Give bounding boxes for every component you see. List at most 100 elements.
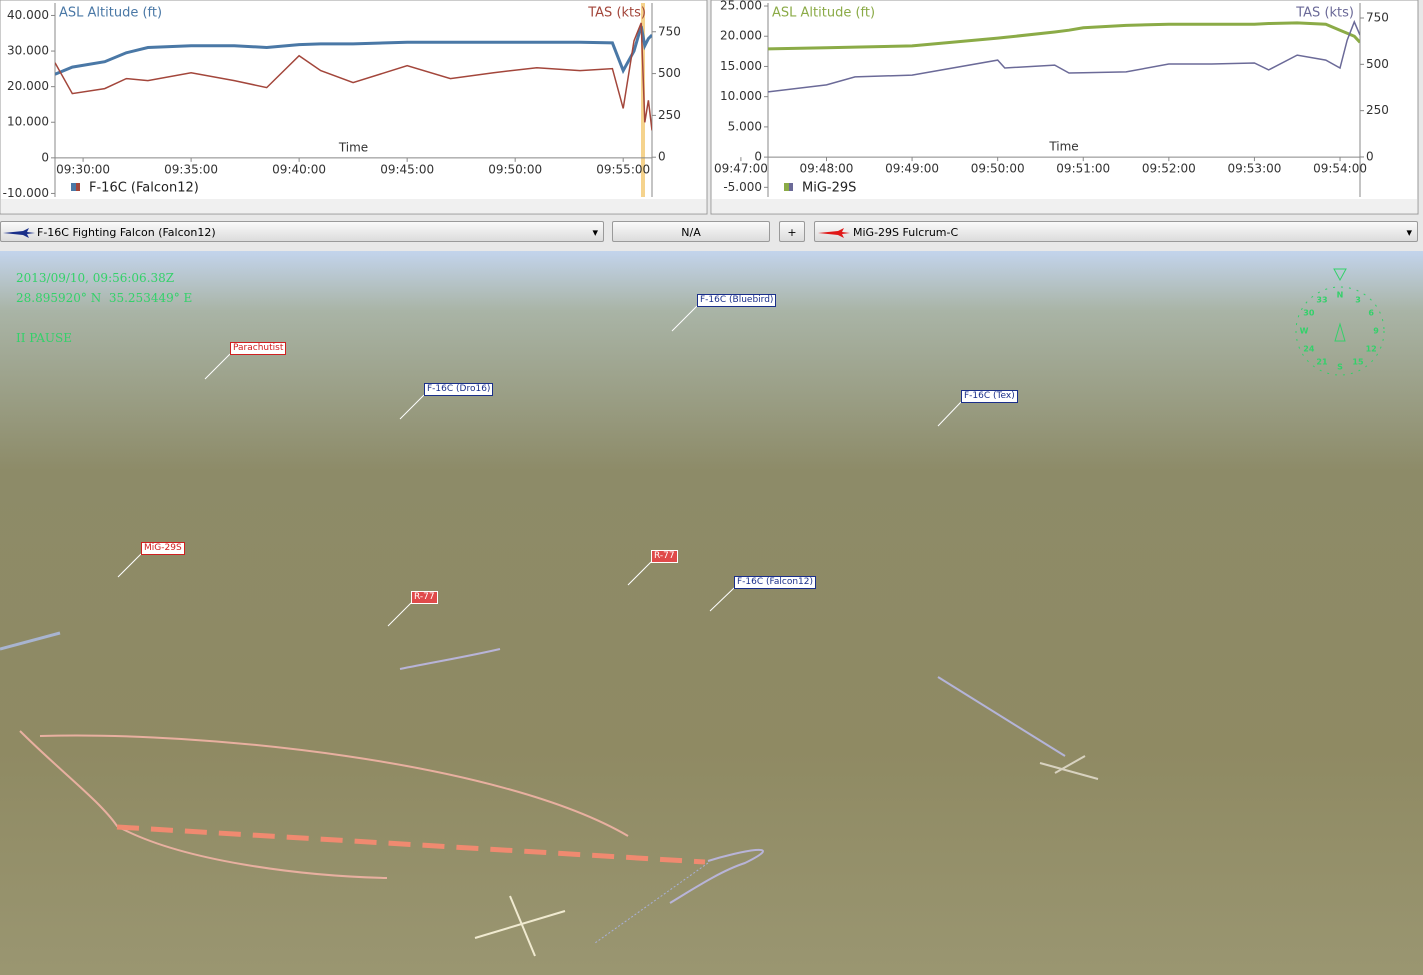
aircraft-select-right[interactable]: MiG-29S Fulcrum-C ▾ bbox=[814, 221, 1418, 242]
charts: -10.000 0 10.000 20.000 30.000 40.000 0 250 500 7… bbox=[0, 0, 1419, 215]
x-tick-label: 09:54:00 bbox=[1313, 162, 1367, 176]
x-tick-label: 09:48:00 bbox=[800, 162, 854, 176]
y2-tick-label: 750 bbox=[658, 24, 681, 38]
y2-tick-label: 0 bbox=[658, 150, 666, 164]
compass-label: 3 bbox=[1355, 295, 1361, 304]
x-tick-label: 09:50:00 bbox=[971, 162, 1025, 176]
y-tick-label: -5.000 bbox=[723, 180, 762, 194]
scrollbar[interactable] bbox=[1, 199, 706, 213]
label-leader bbox=[387, 602, 412, 627]
y2-tick-label: 250 bbox=[658, 108, 681, 122]
y-tick-label: 5.000 bbox=[728, 119, 762, 133]
compass-label: W bbox=[1300, 327, 1309, 336]
y-tick-label: 15.000 bbox=[720, 59, 762, 73]
legend-swatch bbox=[76, 183, 80, 191]
label-leader bbox=[204, 353, 231, 380]
axis-title: ASL Altitude (ft) bbox=[772, 6, 875, 21]
object-label[interactable]: F-16C (Falcon12) bbox=[734, 576, 817, 589]
label-leader bbox=[117, 553, 142, 578]
y-tick-label: 0 bbox=[41, 150, 49, 164]
x-tick-label: 09:40:00 bbox=[272, 162, 326, 176]
object-label[interactable]: F-16C (Bluebird) bbox=[697, 294, 777, 307]
object-label[interactable]: F-16C (Tex) bbox=[961, 390, 1018, 403]
aircraft-name: MiG-29S Fulcrum-C bbox=[853, 226, 959, 239]
y-tick-label: 0 bbox=[754, 150, 762, 164]
aircraft-icon bbox=[818, 228, 850, 238]
y2-tick-label: 0 bbox=[1366, 149, 1374, 163]
x-tick-label: 09:30:00 bbox=[56, 162, 110, 176]
axis-title: ASL Altitude (ft) bbox=[59, 6, 162, 21]
label-leader bbox=[709, 587, 735, 612]
y-tick-label: 10.000 bbox=[720, 89, 762, 103]
legend-label: MiG-29S bbox=[802, 181, 856, 196]
aircraft-icon bbox=[3, 228, 35, 238]
coordinates: 28.895920° N 35.253449° E bbox=[16, 291, 193, 305]
series-line bbox=[55, 22, 652, 131]
aircraft-select-left[interactable]: F-16C Fighting Falcon (Falcon12) ▾ bbox=[0, 221, 604, 242]
object-label[interactable]: R-77 bbox=[411, 591, 438, 604]
y2-tick-label: 750 bbox=[1366, 11, 1389, 25]
time-cursor bbox=[641, 3, 645, 197]
compass-label: 33 bbox=[1316, 295, 1327, 304]
legend-swatch bbox=[71, 183, 76, 191]
distance-button[interactable]: N/A bbox=[612, 221, 770, 242]
x-axis-label: Time bbox=[338, 140, 368, 154]
timestamp: 2013/09/10, 09:56:06.38Z bbox=[16, 271, 175, 285]
object-label[interactable]: F-16C (Dro16) bbox=[424, 383, 494, 396]
y-tick-label: 30.000 bbox=[7, 44, 49, 58]
compass-label: 24 bbox=[1303, 345, 1315, 354]
x-tick-label: 09:53:00 bbox=[1227, 162, 1281, 176]
axis-title: TAS (kts) bbox=[1295, 6, 1354, 21]
compass-label: 9 bbox=[1373, 327, 1379, 336]
compass-label: 15 bbox=[1352, 358, 1364, 367]
trajectories bbox=[0, 305, 1099, 957]
label-leader bbox=[671, 305, 698, 332]
3d-view[interactable]: 2013/09/10, 09:56:06.38Z 28.895920° N 35… bbox=[0, 251, 1423, 975]
dropdown-arrow: ▾ bbox=[592, 226, 598, 239]
x-tick-label: 09:35:00 bbox=[164, 162, 218, 176]
label-leader bbox=[627, 561, 652, 586]
legend-swatch bbox=[784, 183, 789, 191]
chart-panel bbox=[0, 0, 708, 215]
compass-label: N bbox=[1337, 291, 1344, 300]
pause-status: II PAUSE bbox=[16, 331, 73, 345]
object-label[interactable]: R-77 bbox=[651, 550, 678, 563]
y-tick-label: 20.000 bbox=[7, 79, 49, 93]
compass-label: 6 bbox=[1368, 309, 1374, 318]
chart-panel bbox=[710, 0, 1419, 215]
aircraft-name: F-16C Fighting Falcon (Falcon12) bbox=[37, 226, 216, 239]
legend-swatch bbox=[789, 183, 793, 191]
legend-label: F-16C (Falcon12) bbox=[89, 181, 199, 196]
compass-label: S bbox=[1337, 363, 1343, 372]
compass-label: 30 bbox=[1303, 309, 1315, 318]
x-tick-label: 09:55:00 bbox=[596, 162, 650, 176]
series-line bbox=[768, 21, 1360, 51]
series-line bbox=[55, 25, 652, 76]
y2-tick-label: 500 bbox=[1366, 57, 1389, 71]
y-tick-label: 25.000 bbox=[720, 0, 762, 13]
x-tick-label: 09:52:00 bbox=[1142, 162, 1196, 176]
x-axis-label: Time bbox=[1048, 140, 1078, 154]
axis-title: TAS (kts) bbox=[587, 6, 646, 21]
add-button[interactable]: + bbox=[779, 221, 805, 242]
x-tick-label: 09:51:00 bbox=[1056, 162, 1110, 176]
y2-tick-label: 250 bbox=[1366, 103, 1389, 117]
scrollbar[interactable] bbox=[712, 199, 1417, 213]
compass-label: 21 bbox=[1316, 358, 1328, 367]
object-label[interactable]: MiG-29S bbox=[141, 542, 185, 555]
label-leader bbox=[937, 401, 962, 427]
y-tick-label: -10.000 bbox=[3, 186, 49, 200]
y-tick-label: 20.000 bbox=[720, 29, 762, 43]
object-label[interactable]: Parachutist bbox=[230, 342, 287, 355]
series-line bbox=[768, 19, 1360, 93]
y-tick-label: 40.000 bbox=[7, 8, 49, 22]
x-tick-label: 09:50:00 bbox=[488, 162, 542, 176]
compass-label: 12 bbox=[1366, 345, 1377, 354]
x-tick-label: 09:49:00 bbox=[885, 162, 939, 176]
label-leader bbox=[399, 394, 425, 420]
dropdown-arrow: ▾ bbox=[1406, 226, 1412, 239]
x-tick-label: 09:45:00 bbox=[380, 162, 434, 176]
x-tick-label: 09:47:00 bbox=[714, 162, 768, 176]
